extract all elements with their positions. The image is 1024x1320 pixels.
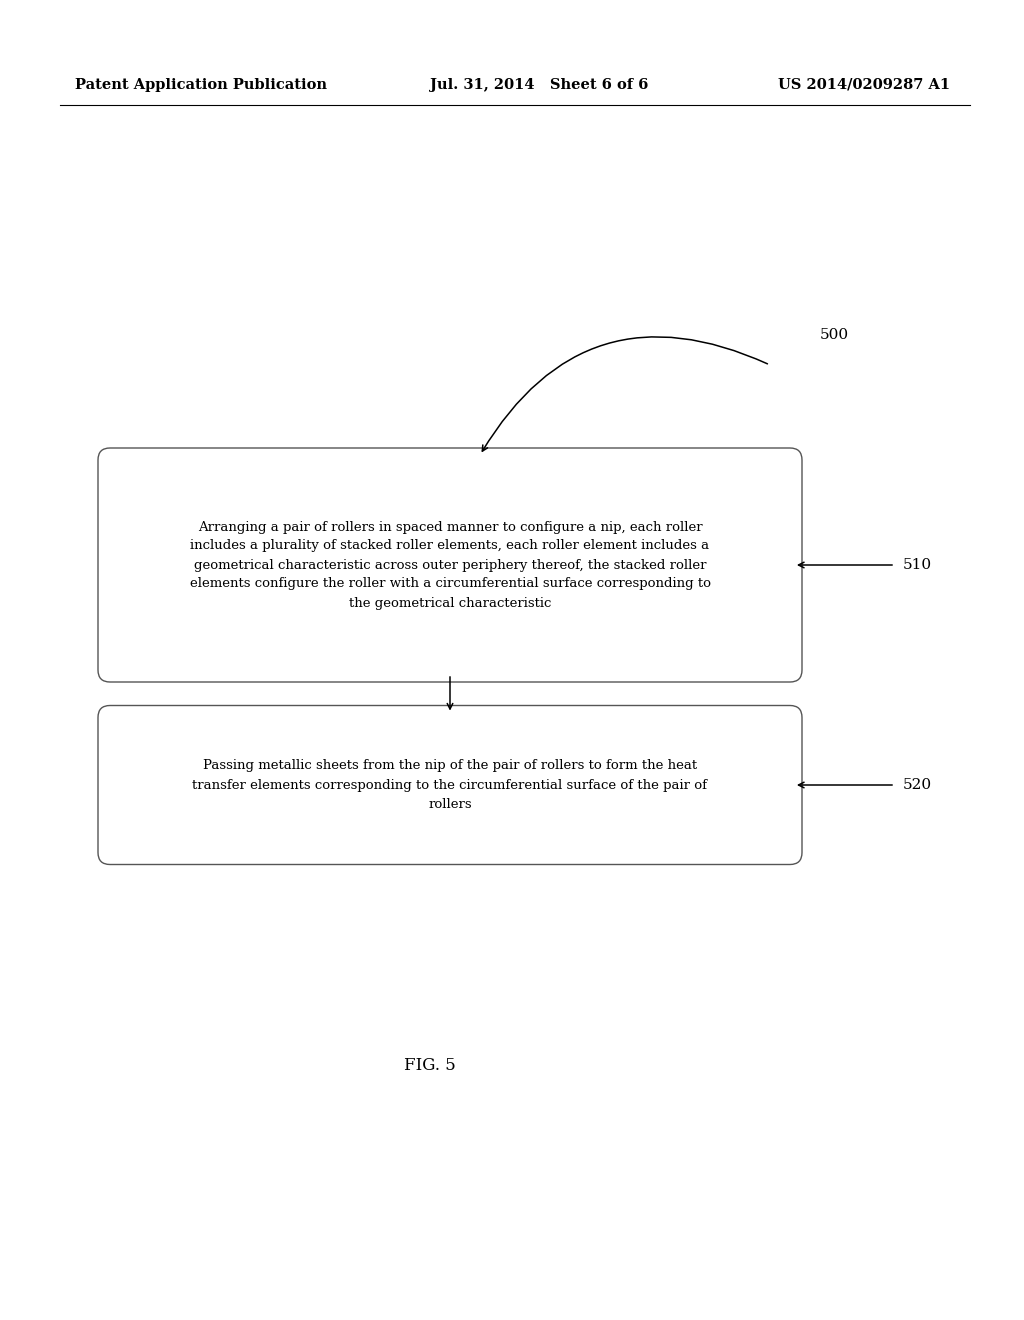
- Text: Passing metallic sheets from the nip of the pair of rollers to form the heat
tra: Passing metallic sheets from the nip of …: [193, 759, 708, 810]
- Text: 500: 500: [820, 327, 849, 342]
- Text: Jul. 31, 2014   Sheet 6 of 6: Jul. 31, 2014 Sheet 6 of 6: [430, 78, 648, 92]
- Text: Arranging a pair of rollers in spaced manner to configure a nip, each roller
inc: Arranging a pair of rollers in spaced ma…: [189, 520, 711, 610]
- Text: FIG. 5: FIG. 5: [404, 1056, 456, 1073]
- Text: 510: 510: [903, 558, 932, 572]
- Text: US 2014/0209287 A1: US 2014/0209287 A1: [778, 78, 950, 92]
- Text: 520: 520: [903, 777, 932, 792]
- FancyBboxPatch shape: [98, 447, 802, 682]
- FancyBboxPatch shape: [98, 705, 802, 865]
- Text: Patent Application Publication: Patent Application Publication: [75, 78, 327, 92]
